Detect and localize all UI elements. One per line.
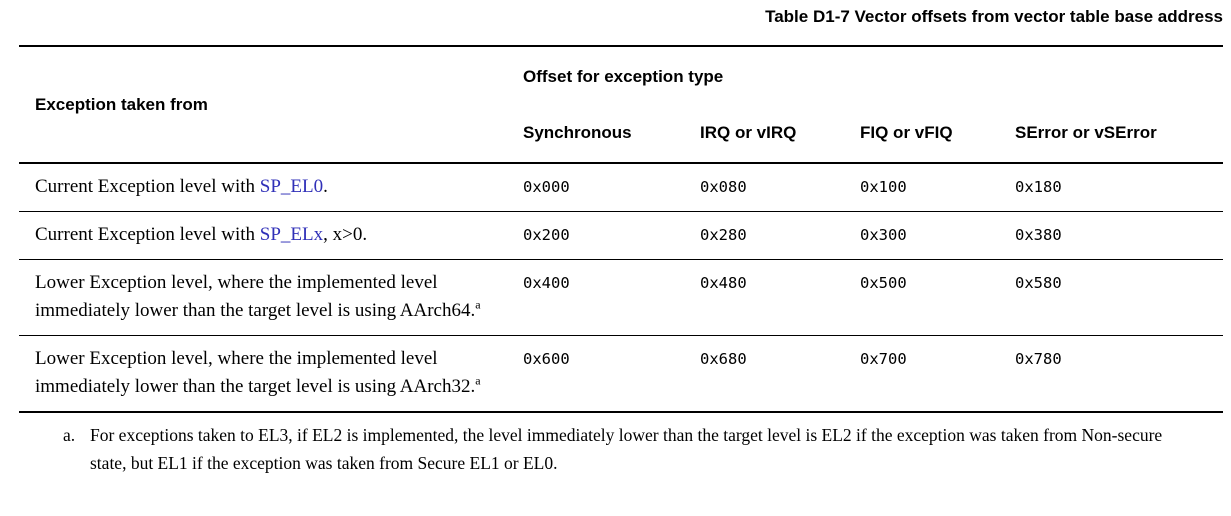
table-row: Current Exception level with SP_EL0. 0x0… [19,163,1224,212]
column-header-serror: SError or vSError [1015,123,1157,142]
table-footnote: a. For exceptions taken to EL3, if EL2 i… [63,421,1231,477]
offset-synchronous: 0x600 [523,350,570,368]
column-header-exception-taken-from: Exception taken from [35,94,208,114]
column-header-synchronous: Synchronous [523,123,632,142]
table-row: Current Exception level with SP_ELx, x>0… [19,212,1224,260]
offset-fiq: 0x100 [860,178,907,196]
row-label-text: Current Exception level with [35,224,260,245]
offset-serror: 0x780 [1015,350,1062,368]
row-label: Current Exception level with SP_ELx, x>0… [19,212,523,260]
footnote-text: For exceptions taken to EL3, if EL2 is i… [90,425,1163,473]
footnote-reference-a: a [475,373,481,388]
offset-fiq: 0x300 [860,226,907,244]
row-label-text: Current Exception level with [35,176,260,197]
column-group-header-offset-for-exception-type: Offset for exception type [523,67,724,86]
column-header-irq: IRQ or vIRQ [700,123,797,142]
footnote-reference-a: a [475,297,481,312]
offset-irq: 0x080 [700,178,747,196]
row-label: Lower Exception level, where the impleme… [19,336,523,413]
row-label-suffix: , x>0. [323,224,368,245]
offset-fiq: 0x700 [860,350,907,368]
row-label: Current Exception level with SP_EL0. [19,163,523,212]
table-row: Lower Exception level, where the impleme… [19,260,1224,336]
table-header: Exception taken from Offset for exceptio… [19,46,1224,163]
offset-synchronous: 0x400 [523,274,570,292]
offset-irq: 0x280 [700,226,747,244]
row-label-text: Lower Exception level, where the impleme… [35,272,476,321]
sp-elx-link[interactable]: SP_ELx [259,224,324,245]
offset-serror: 0x380 [1015,226,1062,244]
offset-synchronous: 0x200 [523,226,570,244]
sp-el0-link[interactable]: SP_EL0 [259,176,324,197]
row-label-suffix: . [323,176,328,197]
offset-serror: 0x180 [1015,178,1062,196]
table-row: Lower Exception level, where the impleme… [19,336,1224,413]
column-header-fiq: FIQ or vFIQ [860,123,953,142]
offset-synchronous: 0x000 [523,178,570,196]
offset-serror: 0x580 [1015,274,1062,292]
row-label-text: Lower Exception level, where the impleme… [35,348,476,397]
vector-offsets-table: Exception taken from Offset for exceptio… [19,45,1224,413]
offset-irq: 0x480 [700,274,747,292]
offset-irq: 0x680 [700,350,747,368]
offset-fiq: 0x500 [860,274,907,292]
table-title: Table D1-7 Vector offsets from vector ta… [765,7,1223,26]
footnote-marker: a. [63,425,76,445]
row-label: Lower Exception level, where the impleme… [19,260,523,336]
